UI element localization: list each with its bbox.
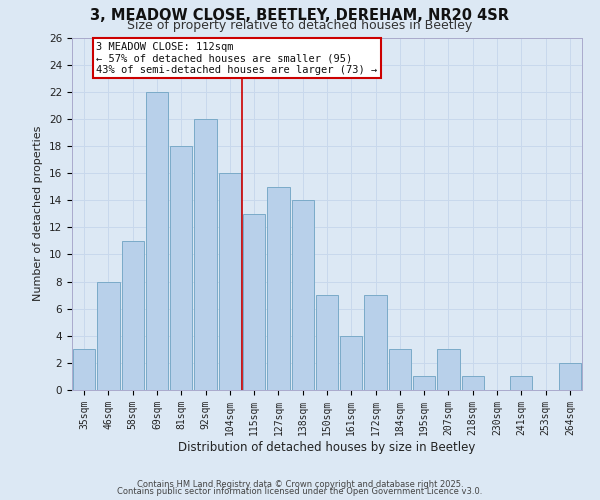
- Bar: [170, 146, 193, 390]
- Bar: [461, 376, 484, 390]
- Text: Contains public sector information licensed under the Open Government Licence v3: Contains public sector information licen…: [118, 487, 482, 496]
- Text: 3 MEADOW CLOSE: 112sqm
← 57% of detached houses are smaller (95)
43% of semi-det: 3 MEADOW CLOSE: 112sqm ← 57% of detached…: [96, 42, 377, 75]
- Bar: [437, 350, 460, 390]
- Bar: [316, 295, 338, 390]
- Text: Size of property relative to detached houses in Beetley: Size of property relative to detached ho…: [127, 18, 473, 32]
- Bar: [389, 350, 411, 390]
- Bar: [97, 282, 119, 390]
- Bar: [559, 363, 581, 390]
- Bar: [73, 350, 95, 390]
- Bar: [122, 241, 144, 390]
- Bar: [413, 376, 436, 390]
- Bar: [340, 336, 362, 390]
- Bar: [364, 295, 387, 390]
- X-axis label: Distribution of detached houses by size in Beetley: Distribution of detached houses by size …: [178, 440, 476, 454]
- Bar: [218, 173, 241, 390]
- Bar: [267, 186, 290, 390]
- Bar: [146, 92, 168, 390]
- Bar: [292, 200, 314, 390]
- Y-axis label: Number of detached properties: Number of detached properties: [34, 126, 43, 302]
- Bar: [194, 119, 217, 390]
- Text: Contains HM Land Registry data © Crown copyright and database right 2025.: Contains HM Land Registry data © Crown c…: [137, 480, 463, 489]
- Bar: [243, 214, 265, 390]
- Bar: [510, 376, 532, 390]
- Text: 3, MEADOW CLOSE, BEETLEY, DEREHAM, NR20 4SR: 3, MEADOW CLOSE, BEETLEY, DEREHAM, NR20 …: [91, 8, 509, 22]
